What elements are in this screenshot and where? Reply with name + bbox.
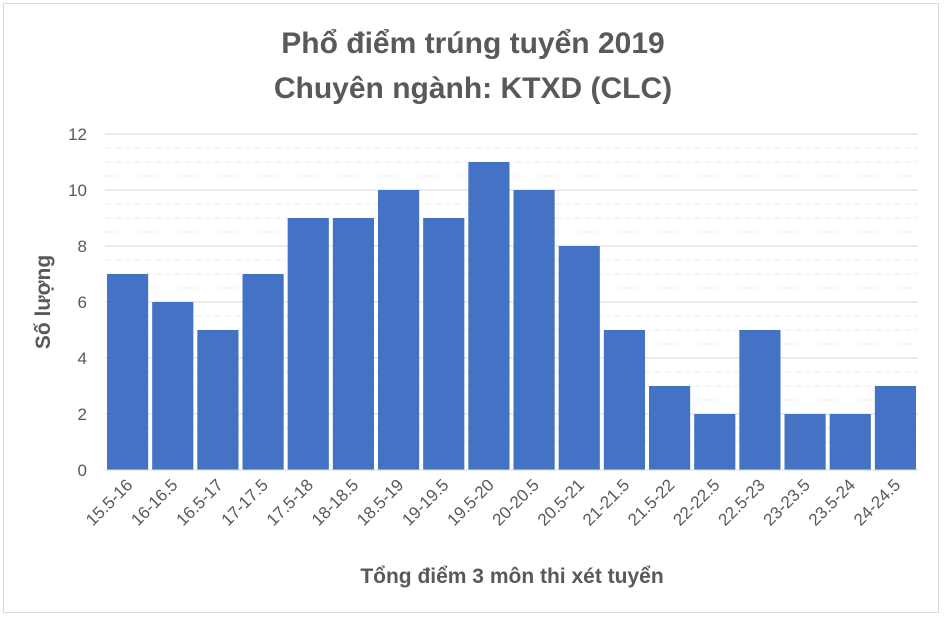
- x-tick-label: 16-16.5: [127, 475, 181, 529]
- x-tick-label: 21-21.5: [579, 475, 633, 529]
- x-axis-ticks: 15.5-1616-16.516.5-1717-17.517.5-1818-18…: [82, 475, 904, 529]
- y-tick-label: 2: [78, 405, 87, 424]
- x-tick-label: 23.5-24: [805, 475, 859, 529]
- gridlines: [105, 133, 918, 457]
- bar: [694, 414, 736, 470]
- x-tick-label: 23-23.5: [760, 475, 814, 529]
- x-tick-label: 20.5-21: [534, 475, 588, 529]
- x-tick-label: 24-24.5: [850, 475, 904, 529]
- x-tick-label: 22-22.5: [669, 475, 723, 529]
- bar: [287, 218, 329, 470]
- y-tick-label: 4: [78, 349, 87, 368]
- x-tick-label: 20-20.5: [489, 475, 543, 529]
- bar: [739, 330, 781, 470]
- bar: [649, 386, 691, 470]
- bar: [107, 274, 149, 470]
- x-tick-label: 19.5-20: [444, 475, 498, 529]
- bar: [332, 218, 374, 470]
- y-tick-label: 12: [68, 125, 87, 144]
- y-tick-label: 8: [78, 237, 87, 256]
- x-tick-label: 18.5-19: [353, 475, 407, 529]
- y-tick-label: 10: [68, 181, 87, 200]
- y-tick-label: 6: [78, 293, 87, 312]
- bar: [558, 246, 600, 470]
- y-axis-ticks: 0 2 4 6 8 10 12: [68, 125, 87, 480]
- chart-title: Phổ điểm trúng tuyển 2019: [281, 27, 664, 60]
- bar: [242, 274, 284, 470]
- y-tick-label: 0: [78, 461, 87, 480]
- y-axis-title: Số lượng: [32, 255, 55, 349]
- x-tick-label: 18-18.5: [308, 475, 362, 529]
- x-tick-label: 15.5-16: [82, 475, 136, 529]
- chart-subtitle: Chuyên ngành: KTXD (CLC): [274, 72, 672, 105]
- x-tick-label: 19-19.5: [398, 475, 452, 529]
- bar: [603, 330, 645, 470]
- bar: [829, 414, 871, 470]
- bar: [784, 414, 826, 470]
- bar: [197, 330, 239, 470]
- x-tick-label: 22.5-23: [715, 475, 769, 529]
- bar: [513, 190, 555, 470]
- x-tick-label: 16.5-17: [173, 475, 227, 529]
- bar: [152, 302, 194, 470]
- bar: [468, 162, 510, 470]
- x-tick-label: 21.5-22: [624, 475, 678, 529]
- bar: [423, 218, 465, 470]
- bar: [378, 190, 420, 470]
- bar: [874, 386, 916, 470]
- x-tick-label: 17-17.5: [218, 475, 272, 529]
- bars: [107, 162, 916, 470]
- x-tick-label: 17.5-18: [263, 475, 317, 529]
- x-axis-title: Tổng điểm 3 môn thi xét tuyển: [360, 565, 663, 588]
